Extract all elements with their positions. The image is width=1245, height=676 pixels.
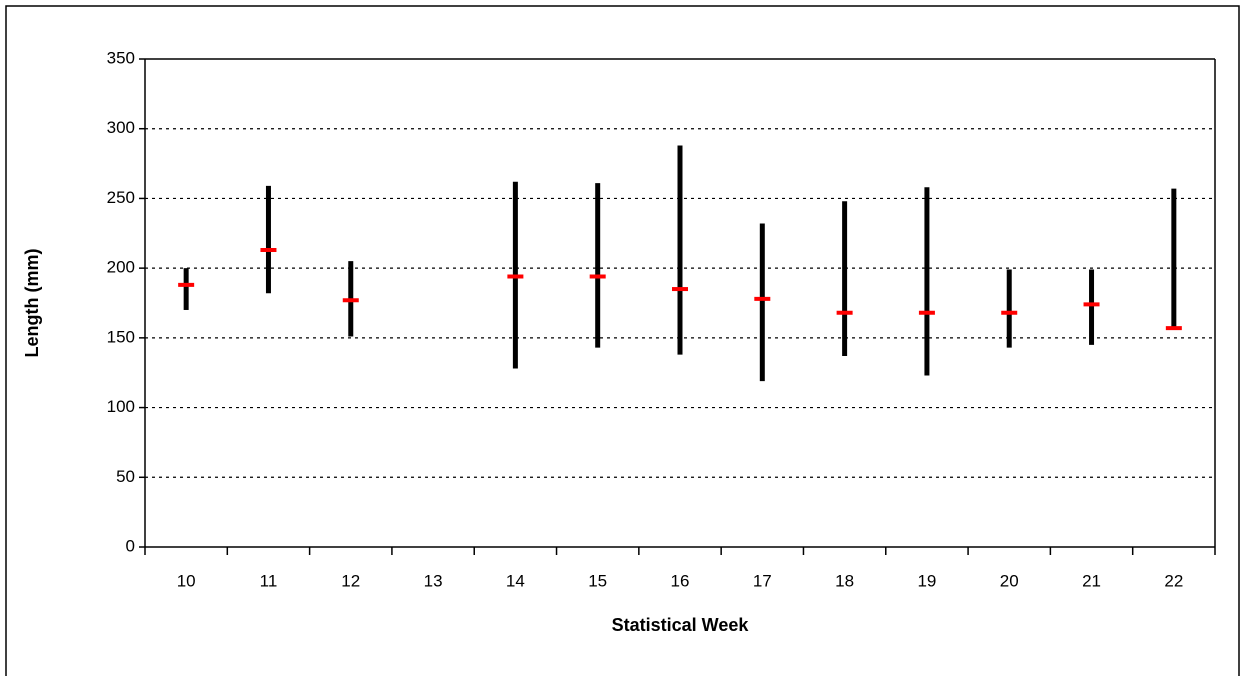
y-tick-label: 300 — [107, 118, 135, 137]
x-tick-label: 15 — [588, 571, 607, 590]
x-axis-title: Statistical Week — [612, 615, 750, 635]
y-tick-label: 0 — [126, 536, 135, 555]
y-tick-label: 50 — [116, 467, 135, 486]
y-tick-label: 250 — [107, 188, 135, 207]
x-tick-label: 19 — [917, 571, 936, 590]
chart-frame — [5, 5, 1240, 676]
x-tick-label: 17 — [753, 571, 772, 590]
x-tick-label: 13 — [424, 571, 443, 590]
y-axis-title: Length (mm) — [22, 249, 42, 358]
x-tick-label: 10 — [177, 571, 196, 590]
x-tick-label: 18 — [835, 571, 854, 590]
y-tick-label: 200 — [107, 258, 135, 277]
y-tick-label: 100 — [107, 397, 135, 416]
x-tick-label: 11 — [260, 571, 278, 590]
x-tick-label: 16 — [671, 571, 690, 590]
x-tick-label: 14 — [506, 571, 525, 590]
y-tick-label: 350 — [107, 48, 135, 67]
x-tick-label: 21 — [1082, 571, 1101, 590]
x-tick-label: 20 — [1000, 571, 1019, 590]
x-tick-label: 12 — [341, 571, 360, 590]
y-tick-label: 150 — [107, 327, 135, 346]
x-tick-label: 22 — [1164, 571, 1183, 590]
